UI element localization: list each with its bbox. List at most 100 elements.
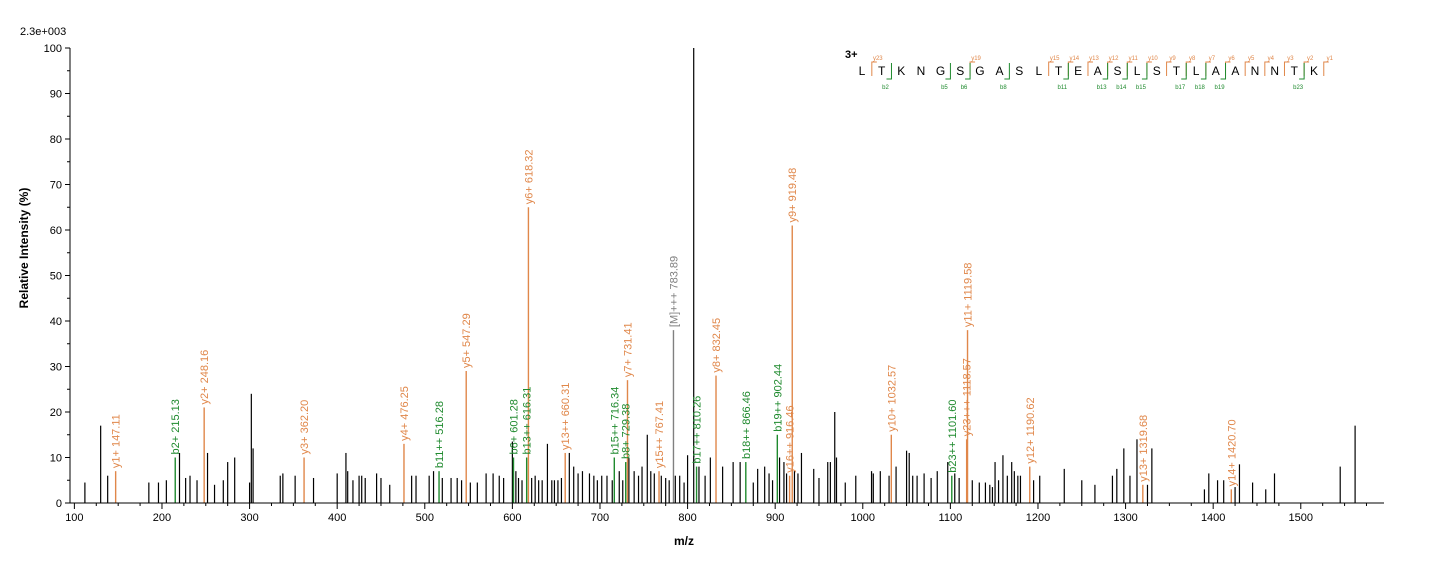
peak-label: y7+ 731.41 [622, 322, 634, 377]
peak-label: [M]+++ 783.89 [668, 256, 680, 327]
y-ion-label: y8 [1189, 56, 1196, 62]
x-tick-label: 800 [678, 512, 696, 524]
b-ion-label: b14 [1116, 85, 1127, 91]
peak-label: y8+ 832.45 [711, 318, 723, 373]
y-ion-bracket [1205, 61, 1211, 76]
sequence-residue: K [1310, 64, 1318, 78]
x-tick-label: 1400 [1201, 512, 1225, 524]
y-ion-bracket [1126, 61, 1133, 76]
sequence-residue: A [1094, 64, 1102, 78]
peak-label: y2+ 248.16 [199, 350, 211, 405]
x-tick-label: 100 [65, 512, 83, 524]
peak-label: y23+++ 1118.57 [962, 358, 974, 436]
y-tick-label: 10 [50, 453, 62, 465]
peak-label: b19++ 902.44 [772, 364, 784, 432]
x-tick-label: 1500 [1289, 512, 1313, 524]
peak-label: b23++ 1101.60 [947, 399, 959, 472]
sequence-residue: S [1015, 64, 1023, 78]
peak-label: y13+ 1319.68 [1138, 415, 1150, 482]
x-tick-label: 500 [416, 512, 434, 524]
sequence-residue: T [1055, 64, 1063, 78]
sequence-residue: K [897, 64, 905, 78]
b-ion-label: b2 [882, 85, 889, 91]
charge-state-label: 3+ [845, 49, 858, 61]
axes-layer: 0 10 20 30 40 50 60 70 80 90 100 100 200 300 400 500 600… [44, 43, 1384, 524]
b-ion-bracket [1200, 63, 1207, 80]
y-ion-bracket [1303, 61, 1310, 76]
intensity-max-label: 2.3e+003 [20, 26, 66, 38]
sequence-residue: L [1134, 64, 1141, 78]
y-tick-label: 30 [50, 362, 62, 374]
b-ion-bracket [1181, 63, 1187, 80]
y-ion-bracket [1067, 61, 1074, 76]
y-tick-label: 100 [44, 43, 62, 55]
sequence-residue: L [1193, 64, 1200, 78]
peak-label: b6+ 601.28 [509, 399, 521, 454]
y-ion-label: y19 [971, 56, 981, 62]
y-tick-label: 80 [50, 134, 62, 146]
y-ion-bracket [1225, 61, 1231, 76]
y-ion-bracket [1185, 61, 1192, 76]
y-ion-label: y1 [1327, 56, 1334, 62]
x-tick-label: 900 [766, 512, 784, 524]
b-ion-label: b8 [1000, 85, 1007, 91]
b-ion-bracket [1299, 63, 1305, 80]
peak-label: y16++ 916.46 [785, 405, 797, 472]
peak-label: b13++ 616.31 [522, 387, 534, 455]
y-tick-label: 90 [50, 89, 62, 101]
x-tick-label: 1100 [939, 512, 963, 524]
peak-label: y11+ 1119.58 [963, 263, 975, 328]
y-ion-bracket [1264, 61, 1270, 76]
b-ion-label: b19 [1215, 85, 1226, 91]
y-ion-label: y14 [1069, 56, 1079, 62]
peak-label: b15++ 716.34 [609, 387, 621, 455]
x-tick-label: 1000 [851, 512, 875, 524]
peak-label: y4+ 476.25 [399, 386, 411, 441]
x-tick-label: 600 [503, 512, 521, 524]
y-tick-label: 50 [50, 271, 62, 283]
peak-label: y6+ 618.32 [523, 150, 535, 205]
peak-label: y12+ 1190.62 [1025, 397, 1037, 463]
y-ion-bracket [1087, 61, 1093, 76]
y-ion-bracket [1107, 61, 1113, 76]
y-ion-label: y15 [1050, 56, 1060, 62]
y-ion-bracket [1283, 61, 1290, 76]
y-tick-label: 0 [56, 498, 62, 510]
y-ion-label: y12 [1109, 56, 1119, 62]
y-ion-label: y9 [1169, 56, 1176, 62]
peak-label: y9+ 919.48 [787, 168, 799, 223]
peak-label: y10+ 1032.57 [886, 365, 898, 432]
b-ion-label: b6 [961, 85, 968, 91]
x-tick-label: 400 [328, 512, 346, 524]
sequence-residue: T [878, 64, 886, 78]
sequence-residue: A [996, 64, 1004, 78]
sequence-residue: N [1251, 64, 1260, 78]
y-ion-bracket [1146, 61, 1152, 76]
y-tick-label: 60 [50, 225, 62, 237]
sequence-residue: N [917, 64, 926, 78]
peak-label: b8+ 729.38 [621, 404, 633, 459]
y-ion-bracket [1048, 61, 1054, 76]
sequence-residue: L [859, 64, 866, 78]
y-ion-bracket [1323, 61, 1329, 76]
peak-label: y1+ 147.11 [111, 414, 123, 468]
peak-label: y3+ 362.20 [299, 400, 311, 455]
b-ion-label: b23 [1293, 85, 1304, 91]
peak-label: b11++ 516.28 [434, 401, 446, 468]
y-ion-bracket [1244, 61, 1251, 76]
y-axis-title: Relative Intensity (%) [17, 188, 31, 309]
x-axis-title: m/z [674, 534, 694, 548]
peak-label: b18++ 866.46 [741, 391, 753, 459]
y-tick-label: 70 [50, 180, 62, 192]
y-ion-label: y7 [1209, 56, 1216, 62]
peak-label: y14+ 1420.70 [1226, 419, 1238, 486]
y-ion-label: y6 [1228, 56, 1235, 62]
b-ion-bracket [1004, 63, 1010, 80]
sequence-residue: T [1173, 64, 1181, 78]
y-tick-label: 40 [50, 316, 62, 328]
y-ion-label: y3 [1287, 56, 1294, 62]
x-tick-label: 1200 [1026, 512, 1050, 524]
sequence-residue: L [1036, 64, 1043, 78]
sequence-residue: G [936, 64, 945, 78]
